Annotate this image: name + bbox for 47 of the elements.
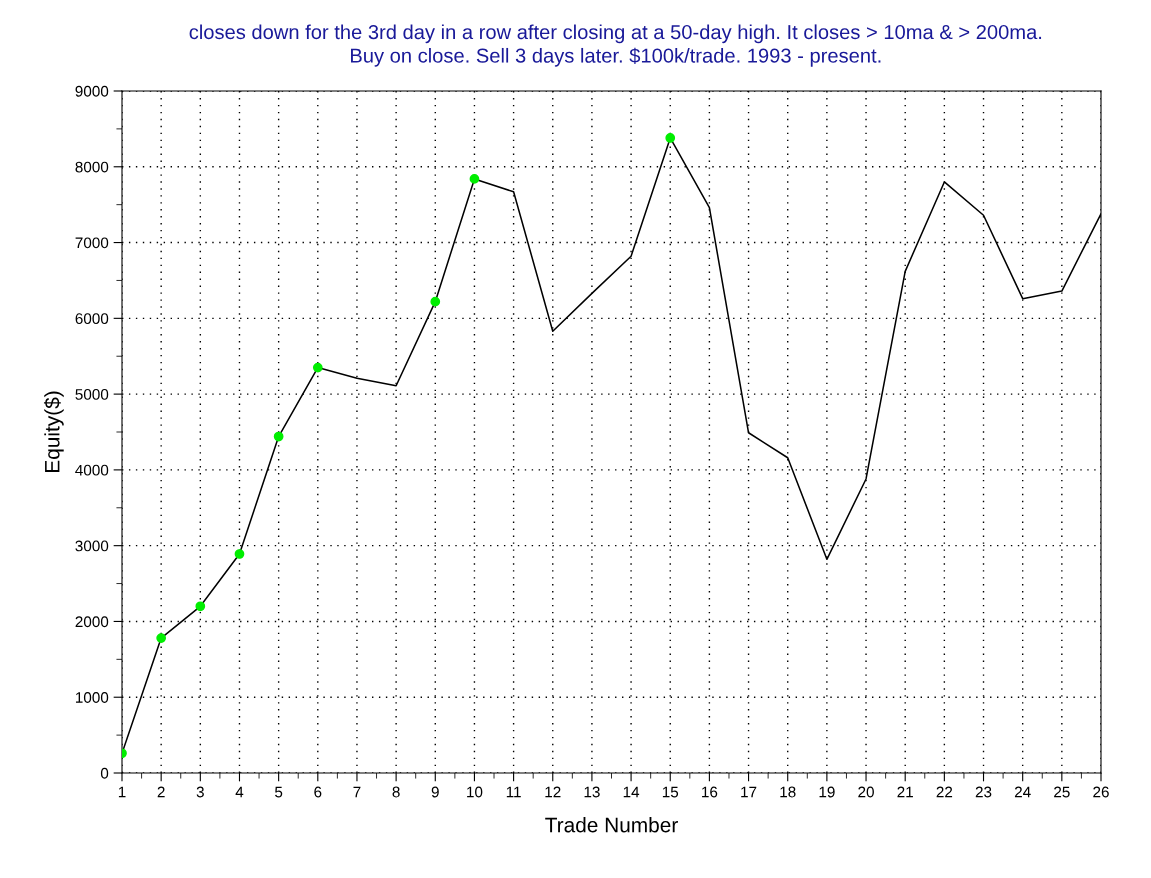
x-tick-label: 21	[897, 786, 913, 798]
point	[312, 362, 323, 373]
x-tick-label: 15	[662, 786, 679, 798]
point	[430, 296, 441, 307]
y-tick-label: 9000	[75, 85, 109, 97]
x-tick-label: 26	[1093, 786, 1109, 798]
x-tick-label: 17	[741, 786, 757, 798]
x-tick-label: 22	[936, 786, 953, 798]
point	[665, 133, 676, 143]
y-tick-label: 8000	[75, 161, 109, 173]
x-tick-label: 4	[235, 786, 244, 798]
point	[195, 601, 206, 612]
y-tick-label: 7000	[75, 237, 109, 249]
x-tick-label: 24	[1014, 786, 1031, 798]
x-tick-label: 16	[702, 786, 718, 798]
x-tick-label: 11	[506, 786, 521, 798]
x-tick-label: 10	[467, 786, 483, 798]
y-axis-title: Equity($)	[43, 391, 64, 472]
x-tick-label: 14	[623, 786, 640, 798]
x-tick-label: 3	[196, 786, 204, 798]
y-tick-label: 0	[100, 767, 109, 779]
x-tick-label: 8	[392, 786, 400, 798]
y-tick-label: 5000	[75, 388, 109, 400]
x-tick-label: 23	[975, 786, 992, 798]
x-tick-label: 6	[314, 786, 322, 798]
y-tick-label: 1000	[75, 692, 109, 703]
x-tick-label: 20	[858, 786, 874, 798]
x-tick-label: 25	[1054, 786, 1070, 798]
x-tick-label: 7	[353, 786, 361, 798]
x-tick-label: 1	[118, 786, 126, 798]
x-tick-label: 13	[584, 786, 600, 798]
x-tick-label: 5	[275, 786, 283, 798]
point	[273, 431, 284, 442]
x-tick-label: 18	[780, 786, 796, 798]
x-tick-label: 12	[545, 786, 561, 798]
chart-title: closes down for the 3rd day in a row after closing at a 50-day high. It closes > 10ma & > 200ma. Buy on close. Sell 3 days later. $100k/trade. 1993 - present.	[189, 24, 1042, 67]
x-tick-label: 2	[157, 786, 165, 798]
point	[469, 174, 480, 184]
point	[156, 633, 167, 643]
x-tick-label: 19	[819, 786, 835, 798]
y-tick-label: 3000	[75, 540, 109, 552]
y-tick-label: 4000	[75, 464, 109, 476]
y-tick-label: 6000	[75, 313, 109, 325]
x-axis-title: Trade Number	[545, 817, 678, 833]
point	[234, 549, 245, 559]
x-tick-label: 9	[431, 786, 439, 798]
y-tick-label: 2000	[75, 616, 109, 628]
